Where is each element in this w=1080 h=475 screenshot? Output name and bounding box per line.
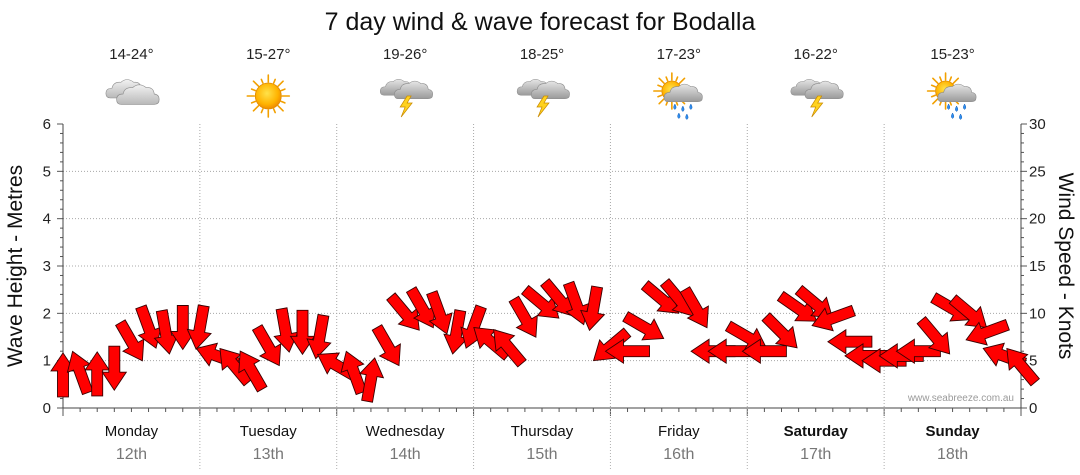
day-label: Thursday: [511, 423, 574, 440]
left-tick-label: 2: [43, 305, 51, 322]
day-label: Sunday: [925, 423, 980, 440]
thunderstorm-icon: [379, 79, 433, 118]
right-tick-label: 25: [1029, 163, 1046, 180]
left-tick-label: 3: [43, 258, 51, 275]
wind-arrow: [916, 315, 951, 355]
wind-arrow: [101, 345, 128, 392]
wind-arrow: [520, 284, 560, 319]
left-tick-label: 6: [43, 116, 51, 133]
wind-arrow: [844, 343, 890, 369]
wind-arrow: [358, 357, 385, 403]
cloudy-icon: [105, 79, 160, 105]
wind-arrow: [306, 313, 332, 360]
rain-drops-shape: [947, 103, 967, 120]
day-label: Tuesday: [240, 423, 297, 440]
wind-arrow: [761, 312, 798, 349]
day-label: Friday: [658, 423, 700, 440]
right-tick-label: 5: [1029, 353, 1037, 370]
lightning-bolt-shape: [399, 95, 413, 118]
wind-arrow: [679, 286, 709, 329]
wind-arrow: [50, 352, 76, 398]
wind-arrow: [426, 290, 453, 335]
wind-arrow: [580, 285, 606, 332]
right-tick-label: 20: [1029, 211, 1046, 228]
wind-arrow: [965, 319, 1010, 346]
rain-cloud-shape: [663, 83, 703, 103]
wind-arrow: [115, 319, 145, 362]
wind-arrow: [371, 324, 401, 367]
plot-area: 0 1 2 3 4 5 6 0 5 10 15 20 25 30: [43, 116, 1046, 417]
date-label: 13th: [253, 446, 284, 463]
wind-arrow: [508, 295, 538, 338]
left-tick-label: 5: [43, 163, 51, 180]
left-tick-label: 4: [43, 211, 51, 228]
temperature-label: 18-25°: [520, 46, 564, 63]
temperature-label: 19-26°: [383, 46, 427, 63]
wind-arrow: [186, 304, 212, 350]
temperature-label: 14-24°: [109, 46, 153, 63]
wind-arrow: [540, 278, 574, 317]
rain-drops-shape: [673, 103, 693, 120]
x-axis: Monday 12th Tuesday 13th Wednesday 14th Thursd…: [62, 408, 1022, 470]
wind-arrow: [493, 329, 527, 368]
credit-text: www.seabreeze.com.au: [907, 393, 1014, 404]
front-cloud-shape: [530, 80, 570, 100]
temperature-label: 15-23°: [930, 46, 974, 63]
wind-arrow: [273, 307, 299, 353]
rain-cloud-shape: [937, 83, 977, 103]
left-tick-label: 1: [43, 353, 51, 370]
wind-arrow: [741, 338, 787, 365]
wind-arrow: [776, 290, 818, 322]
lightning-bolt-shape: [810, 95, 824, 118]
right-tick-label: 30: [1029, 116, 1046, 133]
wind-arrow: [622, 311, 665, 341]
date-label: 18th: [937, 446, 968, 463]
wind-arrow: [443, 309, 469, 355]
right-tick-label: 10: [1029, 305, 1046, 322]
wind-arrow: [604, 338, 650, 365]
right-tick-label: 0: [1029, 400, 1037, 417]
temperature-label: 17-23°: [657, 46, 701, 63]
chart-title: 7 day wind & wave forecast for Bodalla: [325, 8, 756, 36]
date-label: 15th: [526, 446, 557, 463]
front-cloud-shape: [116, 84, 160, 105]
thunderstorm-icon: [516, 79, 570, 118]
wind-arrow: [251, 324, 282, 367]
right-tick-label: 15: [1029, 258, 1046, 275]
wind-arrow: [827, 328, 873, 355]
thunderstorm-icon: [790, 79, 844, 118]
wind-arrow: [135, 304, 162, 349]
front-cloud-shape: [804, 80, 844, 100]
sun-shower-icon: [653, 72, 703, 120]
lightning-bolt-shape: [536, 95, 550, 118]
wind-arrow: [405, 286, 436, 329]
wind-arrow: [238, 350, 268, 393]
wind-arrow: [811, 304, 856, 332]
temperature-label: 16-22°: [794, 46, 838, 63]
wind-arrow: [289, 309, 316, 356]
wind-arrow: [1006, 347, 1040, 387]
day-label: Saturday: [784, 423, 849, 440]
wind-arrow: [386, 292, 420, 331]
date-label: 12th: [116, 446, 147, 463]
left-axis-label: Wave Height - Metres: [4, 165, 27, 367]
day-label: Monday: [105, 423, 159, 440]
date-label: 16th: [663, 446, 694, 463]
front-cloud-shape: [394, 80, 433, 100]
right-axis-label: Wind Speed - Knots: [1054, 173, 1077, 360]
date-label: 17th: [800, 446, 831, 463]
date-label: 14th: [390, 446, 421, 463]
temperature-label: 15-27°: [246, 46, 290, 63]
wind-arrow: [84, 351, 111, 397]
sun-shape: [246, 74, 291, 118]
sunny-icon: [246, 74, 291, 118]
sun-shower-icon: [926, 72, 977, 120]
day-label: Wednesday: [366, 423, 445, 440]
wind-arrows: [50, 278, 1040, 403]
left-tick-label: 0: [43, 400, 51, 417]
